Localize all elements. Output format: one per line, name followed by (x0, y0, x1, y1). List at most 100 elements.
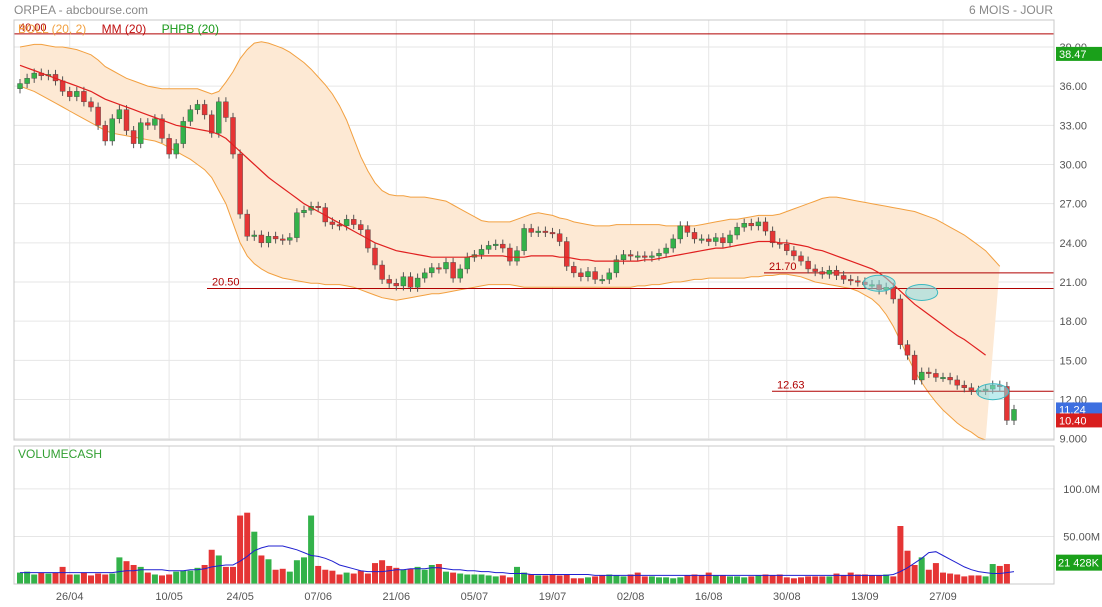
candle-body (258, 234, 265, 244)
volume-bar (116, 557, 123, 584)
volume-bar (421, 569, 428, 584)
candle-body (272, 236, 279, 240)
candle-body (478, 249, 485, 255)
volume-bar (137, 566, 144, 584)
volume-bar (670, 578, 677, 584)
volume-bar (606, 574, 613, 584)
candle-body (549, 232, 556, 235)
candle-body (897, 298, 904, 345)
volume-bar (570, 578, 577, 584)
x-tick-label: 26/04 (56, 591, 84, 603)
horizontal-levels: 40.00 20.50 21.70 12.63 (14, 22, 1054, 392)
candle-body (137, 122, 144, 144)
volume-tick-label: 100.0M (1063, 484, 1100, 496)
candle-body (109, 118, 116, 142)
phpb-ellipse (976, 383, 1010, 401)
candle-body (556, 233, 563, 242)
candle-body (578, 272, 584, 277)
volume-legend: VOLUMECASH (18, 447, 103, 461)
candle-body (457, 268, 463, 279)
candle-body (748, 223, 754, 227)
candle-body (919, 371, 925, 381)
candle-body (201, 104, 208, 116)
volume-tag-box (1056, 554, 1102, 571)
volume-bar (656, 577, 662, 584)
candle-body (734, 226, 740, 236)
volume-bar (485, 575, 492, 584)
volume-bar (847, 572, 854, 584)
candle-body (102, 125, 108, 142)
volume-bar (521, 572, 528, 584)
volume-bar (59, 566, 66, 584)
volume-bar (989, 564, 996, 584)
volume-bar (705, 572, 712, 584)
candle-body (422, 272, 428, 279)
candle-body (755, 221, 762, 227)
candle-body (706, 238, 712, 242)
volume-bar (932, 563, 939, 584)
candle-body (521, 228, 527, 251)
candle-body (564, 241, 570, 267)
candle-body (812, 268, 818, 272)
candle-body (372, 247, 378, 266)
candle-body (173, 143, 179, 155)
volume-bar (265, 559, 272, 584)
volume-bar (471, 574, 478, 584)
candle-body (769, 230, 776, 244)
volume-bar (833, 573, 840, 584)
volume-bar (648, 576, 655, 584)
candle-body (663, 247, 669, 254)
volume-bar (769, 575, 776, 584)
volume-bar (88, 575, 94, 584)
price-tag-label: 10.40 (1059, 415, 1087, 427)
ma-line (19, 64, 986, 356)
candle-body (400, 276, 407, 287)
volume-bar (215, 555, 222, 584)
price-tick-label: 30.00 (1059, 159, 1087, 171)
volume-bar (911, 564, 918, 584)
volume-bar (66, 574, 73, 584)
volume-bar (201, 564, 208, 584)
candle-body (741, 223, 747, 228)
level-label: 40.00 (19, 22, 47, 34)
volume-bar (698, 575, 705, 584)
volume-bar (826, 576, 833, 584)
volume-bar (790, 578, 797, 584)
volume-bar (712, 575, 719, 584)
candle-body (599, 279, 605, 282)
candle-body (571, 266, 577, 274)
volume-bar (961, 576, 968, 584)
volume-bar (925, 569, 932, 584)
candle-body (613, 259, 620, 274)
candle-body (393, 283, 399, 287)
legend-ma: MM (20) (101, 22, 147, 36)
candle-body (223, 101, 229, 118)
volume-bar (364, 573, 371, 584)
volume-bar (869, 575, 875, 584)
candle-body (464, 256, 470, 270)
volume-bar (244, 512, 251, 584)
candle-body (31, 72, 37, 79)
bollinger-band-fill (20, 41, 1000, 441)
volume-average-line (20, 545, 1015, 576)
volume-bar (251, 531, 258, 584)
candle-body (961, 384, 967, 388)
phpb-highlights (862, 274, 1010, 401)
volume-bar (343, 572, 350, 584)
candle-body (450, 262, 456, 279)
price-tag-box (1056, 413, 1102, 428)
candle-body (642, 255, 648, 258)
x-tick-label: 19/07 (539, 591, 567, 603)
candle-body (443, 262, 449, 270)
volume-bar (144, 572, 151, 584)
volume-bar (407, 568, 414, 584)
volume-bar (166, 574, 173, 584)
volume-bar (386, 565, 393, 584)
candle-body (606, 272, 612, 280)
candle-body (798, 255, 804, 262)
volume-bar (258, 555, 265, 584)
volume-bar (755, 575, 762, 584)
candle-body (237, 153, 243, 215)
volume-bar (727, 576, 733, 584)
candle-body (329, 221, 336, 225)
